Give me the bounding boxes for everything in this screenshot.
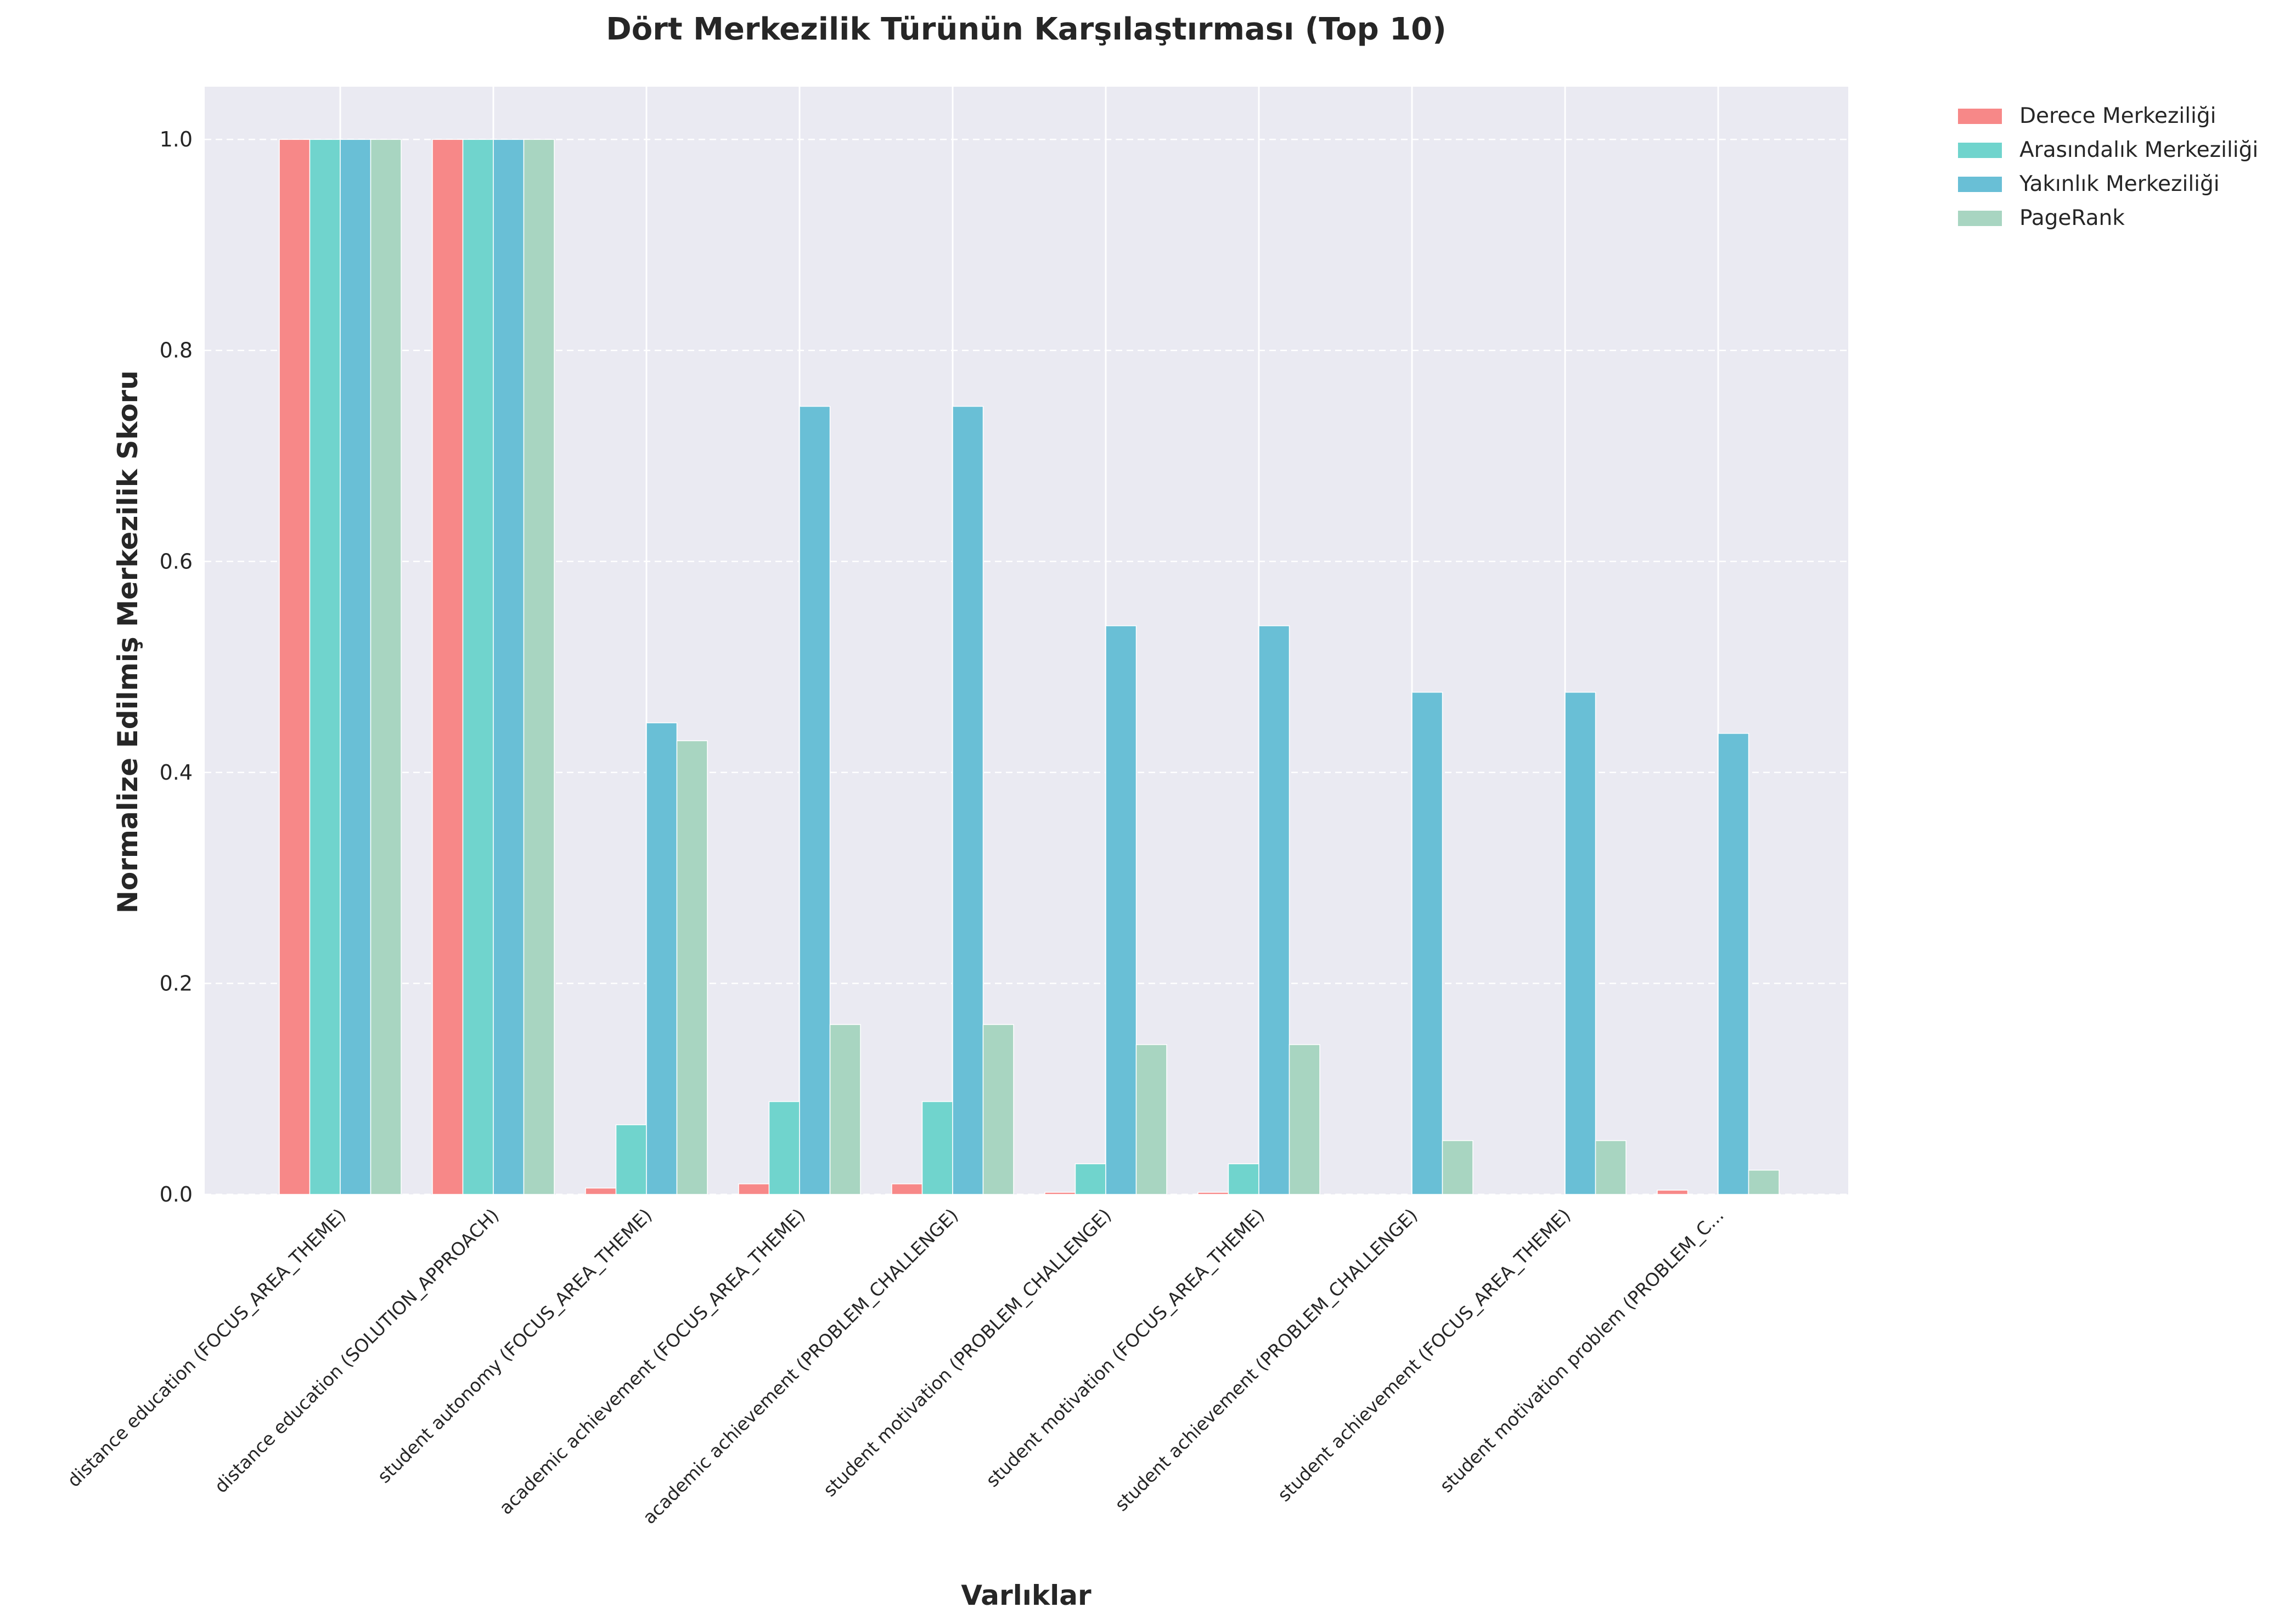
legend-entry-label: Arasındalık Merkeziliği: [2019, 138, 2258, 162]
bar: [432, 139, 464, 1195]
bar: [370, 139, 402, 1195]
y-axis-ticks: 0.0 0.2 0.4 0.6 0.8 1.0: [160, 127, 193, 1206]
y-tick-label: 0.4: [160, 760, 193, 785]
legend-swatch: [1958, 211, 2002, 226]
y-axis-label: Normalize Edilmiş Merkezilik Skoru: [112, 370, 144, 913]
bar: [340, 139, 372, 1195]
bar: [615, 1124, 647, 1195]
bar: [1228, 1163, 1259, 1195]
bar: [1289, 1044, 1320, 1195]
bar: [1657, 1189, 1689, 1195]
bar: [891, 1183, 923, 1195]
bar: [921, 1101, 953, 1195]
y-tick-label: 1.0: [160, 127, 193, 151]
bar: [1044, 1192, 1076, 1195]
bar: [279, 139, 311, 1195]
legend-swatch: [1958, 177, 2002, 192]
bar: [1748, 1170, 1780, 1195]
bar: [646, 722, 678, 1195]
legend: Derece Merkeziliği Arasındalık Merkeziliğ…: [1958, 104, 2258, 230]
bar: [799, 405, 831, 1195]
bar: [738, 1183, 770, 1195]
y-tick-label: 0.2: [160, 971, 193, 995]
bar: [1718, 732, 1749, 1195]
bar: [1565, 691, 1596, 1195]
legend-entry-label: Yakınlık Merkeziliği: [2019, 172, 2220, 196]
bar: [585, 1187, 617, 1195]
bar: [1135, 1044, 1167, 1195]
bar: [952, 405, 984, 1195]
bar: [768, 1101, 800, 1195]
bar: [523, 139, 555, 1195]
bar: [309, 139, 341, 1195]
bar: [493, 139, 525, 1195]
y-tick-label: 0.8: [160, 339, 193, 363]
bar: [1411, 691, 1443, 1195]
bar: [1105, 625, 1137, 1195]
legend-entry-label: Derece Merkeziliği: [2019, 104, 2216, 128]
bar: [1258, 625, 1290, 1195]
y-tick-label: 0.6: [160, 549, 193, 573]
bar: [1595, 1140, 1627, 1195]
chart-title: Dört Merkezilik Türünün Karşılaştırması …: [606, 12, 1446, 47]
bar: [1442, 1140, 1473, 1195]
bar: [982, 1024, 1014, 1195]
legend-swatch: [1958, 143, 2002, 158]
legend-swatch: [1958, 109, 2002, 124]
bar: [829, 1024, 861, 1195]
bar: [462, 139, 494, 1195]
bar: [676, 740, 708, 1195]
legend-entry-label: PageRank: [2019, 206, 2125, 230]
bar: [1074, 1163, 1106, 1195]
bar: [1197, 1192, 1229, 1195]
y-tick-label: 0.0: [160, 1182, 193, 1206]
bars: [279, 139, 1780, 1195]
x-axis-label: Varlıklar: [961, 1580, 1091, 1611]
